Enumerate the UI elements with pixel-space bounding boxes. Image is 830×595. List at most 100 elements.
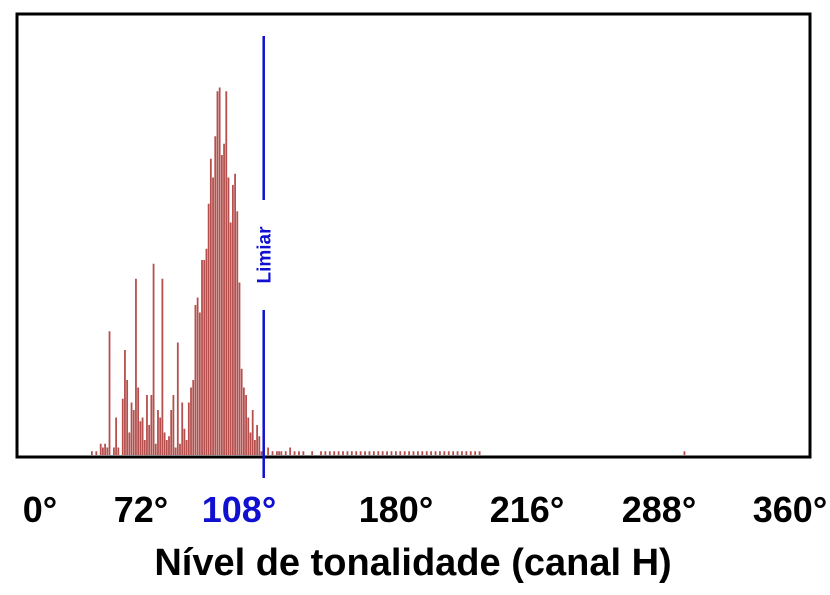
histogram-bar — [417, 451, 419, 455]
threshold-label: Limiar — [255, 226, 276, 284]
histogram-bar — [179, 443, 181, 455]
histogram-bar — [139, 421, 142, 455]
histogram-bar — [386, 451, 388, 455]
x-tick-label: 0° — [23, 489, 57, 530]
histogram-bar — [196, 297, 199, 455]
histogram-bar — [240, 368, 243, 455]
histogram-bar — [474, 451, 477, 455]
histogram-bar — [278, 451, 281, 455]
histogram-bar — [337, 451, 340, 455]
histogram-bar — [256, 425, 258, 455]
histogram-bar — [412, 451, 415, 455]
histogram-bar — [181, 402, 184, 455]
threshold-marker: Limiar — [255, 36, 276, 478]
histogram-bar — [368, 451, 371, 455]
histogram-bar — [115, 417, 118, 455]
histogram-bar — [154, 443, 157, 455]
histogram-bar — [190, 387, 192, 455]
x-tick-label: 360° — [753, 489, 827, 530]
histogram-bar — [350, 451, 353, 455]
histogram-bar — [157, 410, 159, 455]
histogram-bar — [192, 380, 195, 455]
histogram-bar — [249, 432, 252, 455]
histogram-bar — [150, 395, 153, 455]
histogram-bar — [168, 436, 170, 455]
histogram-bar — [443, 451, 446, 455]
x-tick-label: 180° — [359, 489, 433, 530]
histogram-bar — [143, 440, 146, 455]
histogram-bar — [207, 203, 210, 455]
histogram-bar — [90, 451, 93, 455]
histogram-bar — [152, 263, 155, 455]
histogram-bar — [333, 451, 336, 455]
histogram-bar — [130, 402, 133, 455]
histogram-bar — [176, 342, 179, 455]
histogram-bar — [201, 260, 203, 455]
histogram-bar — [324, 451, 327, 455]
histogram-bar — [399, 451, 402, 455]
histogram-bar — [328, 451, 331, 455]
histogram-bar — [320, 451, 322, 455]
histogram-bar — [421, 451, 424, 455]
histogram-bar — [183, 428, 186, 455]
histogram-bar — [381, 451, 384, 455]
histogram-bar — [267, 447, 270, 455]
histogram-bar — [434, 451, 437, 455]
histogram-bar — [194, 305, 197, 455]
histogram-bar — [212, 177, 214, 455]
histogram-bar — [223, 143, 225, 455]
histogram-bar — [390, 451, 393, 455]
histogram-bar — [251, 410, 254, 455]
histogram-bar — [452, 451, 455, 455]
histogram-bar — [185, 440, 188, 455]
histogram-bar — [258, 436, 261, 455]
histogram-bar — [108, 331, 111, 455]
histogram-bar — [104, 443, 107, 455]
histogram-bar — [276, 451, 278, 455]
x-tick-label: 108° — [202, 489, 276, 530]
histogram-bar — [478, 451, 481, 455]
histogram-bar — [271, 451, 274, 455]
histogram-bar — [461, 451, 463, 455]
histogram-bar — [298, 451, 300, 455]
histogram-bar — [447, 451, 450, 455]
histogram-bar — [346, 451, 349, 455]
histogram-bar — [172, 395, 175, 455]
histogram-bar — [238, 282, 241, 455]
histogram-bar — [372, 451, 375, 455]
histogram-bar — [254, 440, 256, 455]
histogram-bar — [247, 417, 250, 455]
histogram-bar — [106, 447, 109, 455]
histogram-bar — [465, 451, 468, 455]
histogram-bar — [113, 447, 115, 455]
histogram-bar — [124, 350, 126, 455]
histogram-bar — [174, 447, 177, 455]
histogram-bar — [170, 410, 173, 455]
x-tick-label: 216° — [490, 489, 564, 530]
histogram-bar — [214, 136, 217, 455]
histogram-bar — [284, 451, 287, 455]
histogram-bar — [218, 87, 221, 455]
histogram-bar — [289, 447, 292, 455]
histogram-bar — [220, 155, 223, 455]
histogram-bar — [242, 387, 245, 455]
histogram-bar — [234, 173, 236, 455]
histogram-bar — [403, 451, 406, 455]
histogram-bar — [95, 451, 98, 455]
histogram-bar — [355, 451, 358, 455]
x-tick-labels: 0° 72° 108° 180° 216° 288° 360° — [23, 489, 827, 530]
histogram-bar — [146, 395, 148, 455]
histogram-bar — [203, 260, 206, 455]
histogram-bar — [198, 312, 201, 455]
histogram-bar — [225, 91, 228, 455]
histogram-bar — [126, 380, 129, 455]
histogram-bar — [165, 440, 168, 455]
histogram-bar — [161, 278, 164, 455]
histogram-bar — [227, 177, 230, 455]
histogram-bar — [229, 222, 232, 455]
histogram-bar — [135, 278, 137, 455]
histogram-bar — [683, 451, 686, 455]
histogram-bar — [148, 425, 151, 455]
histogram-bar — [280, 451, 283, 455]
